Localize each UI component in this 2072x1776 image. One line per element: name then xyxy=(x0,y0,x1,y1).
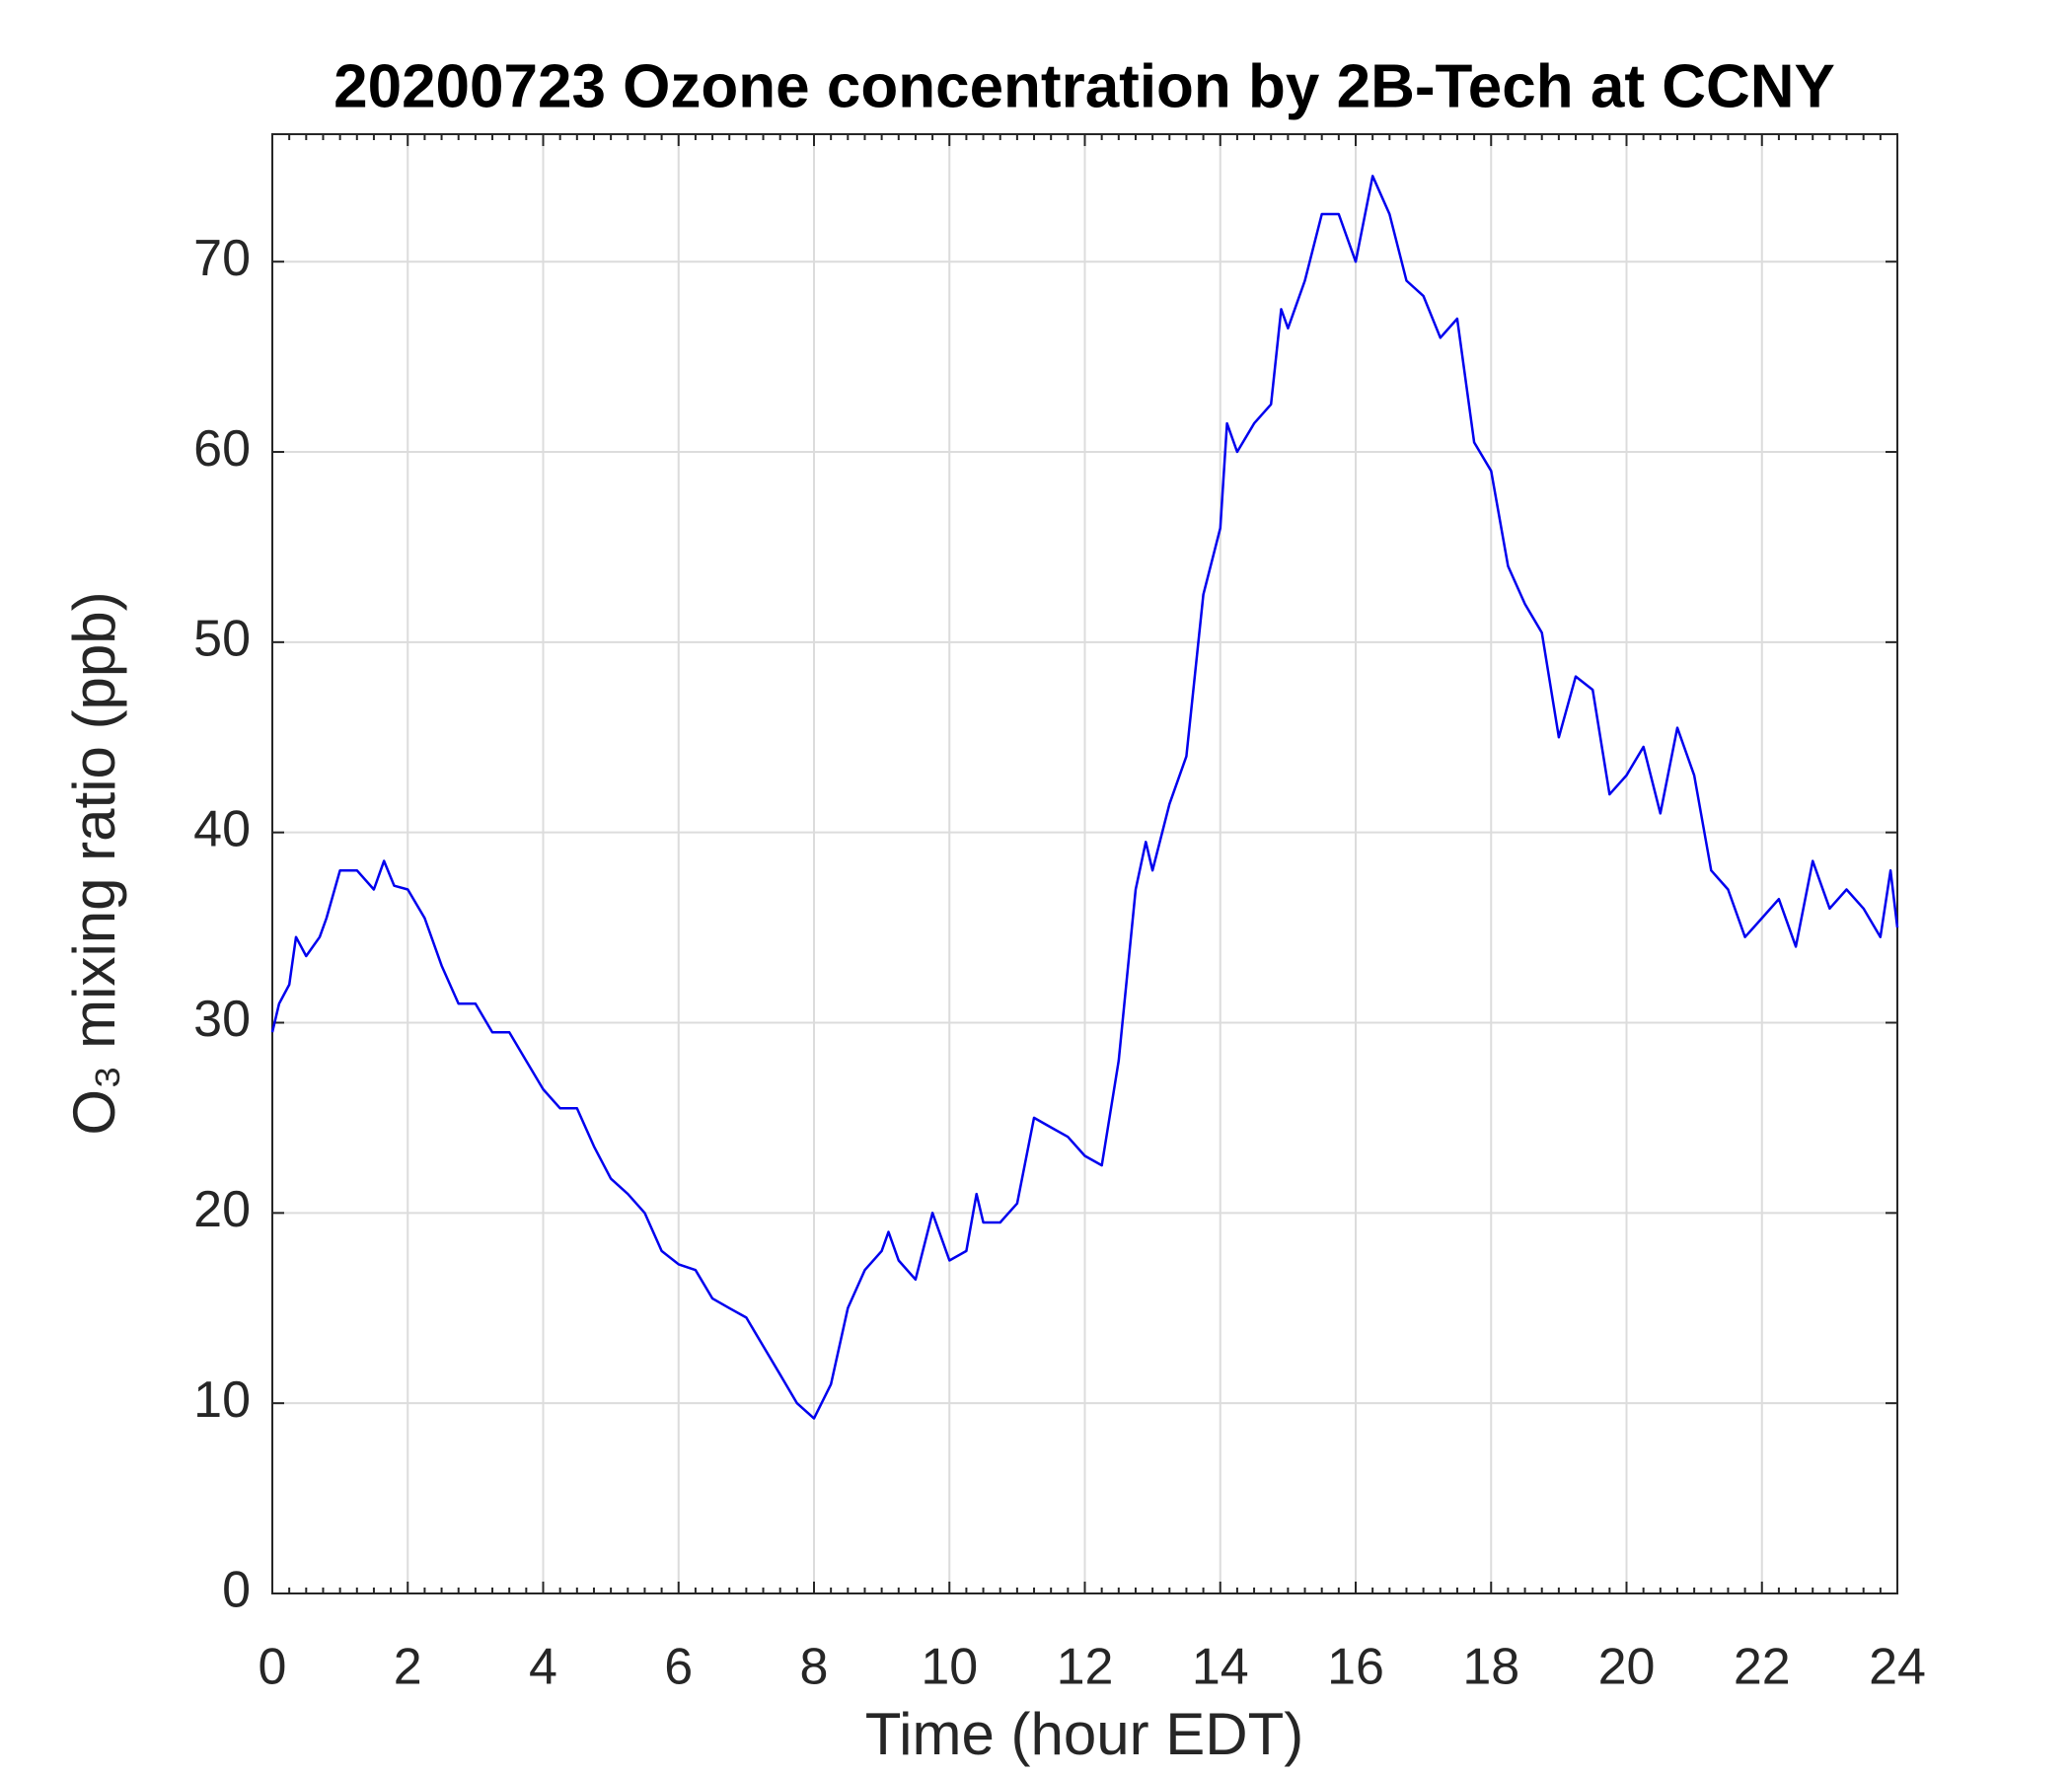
y-tick-label: 0 xyxy=(222,1562,251,1619)
y-tick-label: 10 xyxy=(193,1371,251,1429)
x-tick-label: 4 xyxy=(529,1639,557,1696)
x-tick-label: 12 xyxy=(1057,1639,1114,1696)
x-tick-label: 6 xyxy=(664,1639,693,1696)
x-tick-label: 10 xyxy=(921,1639,978,1696)
y-tick-label: 70 xyxy=(193,230,251,287)
y-tick-label: 30 xyxy=(193,991,251,1048)
x-tick-label: 2 xyxy=(394,1639,422,1696)
y-axis-label: O₃ mixing ratio (ppb) xyxy=(61,591,127,1135)
y-tick-label: 20 xyxy=(193,1181,251,1238)
y-tick-label: 60 xyxy=(193,420,251,478)
x-tick-label: 8 xyxy=(800,1639,829,1696)
plot-frame xyxy=(271,133,1898,1594)
x-tick-label: 0 xyxy=(259,1639,287,1696)
x-axis-label: Time (hour EDT) xyxy=(865,1701,1304,1767)
chart-title: 20200723 Ozone concentration by 2B-Tech … xyxy=(333,52,1835,120)
data-line xyxy=(270,175,1899,1420)
x-tick-label: 22 xyxy=(1734,1639,1791,1696)
x-tick-label: 20 xyxy=(1598,1639,1656,1696)
x-tick-label: 16 xyxy=(1327,1639,1384,1696)
x-tick-label: 18 xyxy=(1462,1639,1519,1696)
y-tick-label: 50 xyxy=(193,611,251,668)
x-tick-label: 24 xyxy=(1869,1639,1926,1696)
x-tick-label: 14 xyxy=(1192,1639,1249,1696)
y-tick-label: 40 xyxy=(193,800,251,857)
